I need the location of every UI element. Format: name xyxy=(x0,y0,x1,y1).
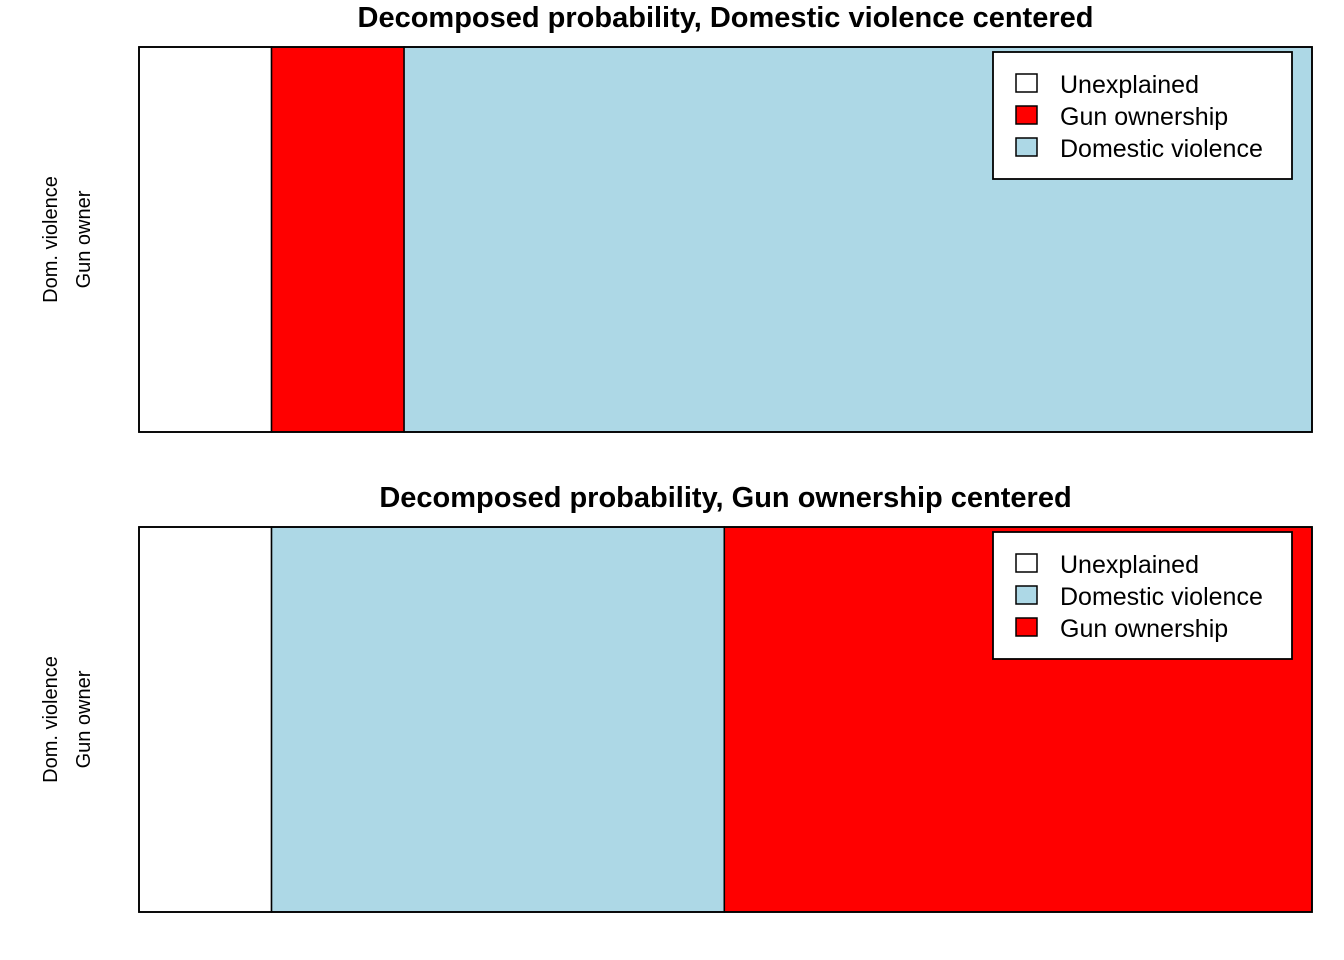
plot-frame xyxy=(138,526,1313,913)
legend-label: Domestic violence xyxy=(1060,583,1263,611)
legend-label: Gun ownership xyxy=(1060,615,1228,643)
y-axis-label-line: Dom. violence xyxy=(40,656,62,783)
y-axis-label-line: Gun owner xyxy=(73,670,95,768)
legend-swatch xyxy=(1015,105,1038,125)
legend-swatch xyxy=(1015,585,1038,605)
legend-label: Gun ownership xyxy=(1060,103,1228,131)
legend-box xyxy=(992,531,1293,660)
legend-swatch xyxy=(1015,137,1038,157)
legend-swatch xyxy=(1015,553,1038,573)
bar-segment xyxy=(138,46,273,433)
chart-panel-1: Decomposed probability, Domestic violenc… xyxy=(40,2,1313,433)
legend: Unexplained Domestic violence Gun ownershi… xyxy=(992,531,1293,660)
chart-title: Decomposed probability, Domestic violenc… xyxy=(358,2,1094,34)
legend-swatch xyxy=(1015,617,1038,637)
plot-frame xyxy=(138,46,1313,433)
legend-swatch xyxy=(1015,73,1038,93)
bar-segment xyxy=(270,526,726,913)
chart-title: Decomposed probability, Gun ownership ce… xyxy=(379,482,1071,514)
y-axis-label-line: Gun owner xyxy=(73,190,95,288)
y-axis-label-line: Dom. violence xyxy=(40,176,62,303)
legend-label: Unexplained xyxy=(1060,71,1199,99)
bar-segment xyxy=(138,526,273,913)
bar-segment xyxy=(270,46,405,433)
chart-panel-2: Decomposed probability, Gun ownership ce… xyxy=(40,482,1313,913)
legend-label: Unexplained xyxy=(1060,551,1199,579)
legend-label: Domestic violence xyxy=(1060,135,1263,163)
legend-box xyxy=(992,51,1293,180)
legend: Unexplained Gun ownership Domestic violenc… xyxy=(992,51,1293,180)
